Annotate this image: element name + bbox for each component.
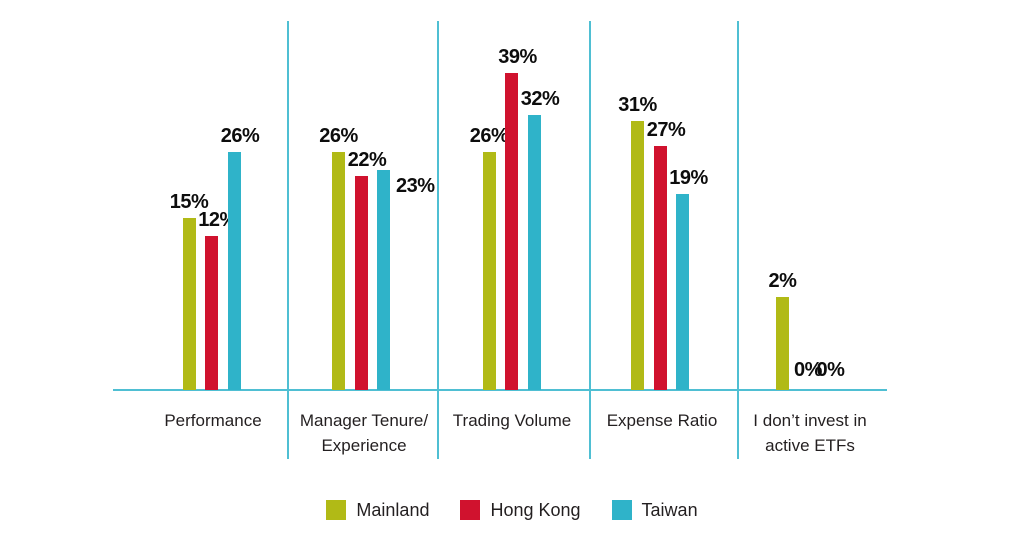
legend-label: Taiwan	[641, 500, 698, 520]
category-label: I don’t invest in active ETFs	[753, 411, 867, 455]
legend-item-mainland: Mainland	[326, 499, 429, 521]
value-label: 22%	[347, 149, 387, 171]
value-label: 0%	[794, 359, 822, 381]
category-separator-line	[436, 21, 439, 459]
value-label: 32%	[520, 88, 560, 110]
value-label: 2%	[768, 270, 797, 292]
bar-taiwan-0	[227, 152, 241, 390]
x-axis-line	[113, 389, 887, 391]
bar-mainland-2	[482, 152, 496, 390]
value-label: 23%	[396, 175, 435, 197]
category-separator-line	[736, 21, 739, 459]
bar-hong-kong-2	[505, 73, 518, 390]
chart-legend: Mainland Hong Kong Taiwan	[0, 499, 1024, 521]
category-separator-line	[286, 21, 289, 459]
value-label: 26%	[319, 125, 358, 147]
bar-hong-kong-1	[354, 176, 368, 390]
value-label: 0%	[816, 359, 845, 381]
bar-mainland-0	[182, 218, 196, 390]
bar-mainland-3	[631, 121, 644, 390]
bar-mainland-4	[776, 297, 789, 390]
category-label: Performance	[164, 411, 262, 430]
legend-swatch	[611, 500, 632, 520]
category-separator-line	[589, 21, 591, 459]
legend-swatch	[460, 500, 481, 520]
value-label: 39%	[498, 46, 537, 68]
bar-hong-kong-0	[205, 236, 218, 390]
category-label: Expense Ratio	[606, 411, 718, 430]
value-label: 15%	[169, 191, 209, 213]
value-label: 26%	[469, 125, 509, 147]
legend-label: Hong Kong	[490, 500, 581, 520]
legend-item-hong-kong: Hong Kong	[460, 499, 581, 521]
value-label: 19%	[669, 167, 708, 189]
legend-item-taiwan: Taiwan	[611, 499, 698, 521]
category-label: Manager Tenure/ Experience	[299, 411, 429, 455]
bar-taiwan-1	[377, 170, 390, 390]
legend-swatch	[326, 500, 347, 520]
value-label: 27%	[646, 119, 686, 141]
bar-mainland-1	[332, 152, 345, 390]
value-label: 26%	[220, 125, 260, 147]
bar-taiwan-2	[527, 115, 541, 390]
bar-taiwan-3	[676, 194, 689, 390]
category-label: Trading Volume	[452, 411, 572, 430]
legend-label: Mainland	[356, 500, 430, 520]
value-label: 31%	[618, 94, 657, 116]
bar-hong-kong-3	[653, 146, 667, 390]
